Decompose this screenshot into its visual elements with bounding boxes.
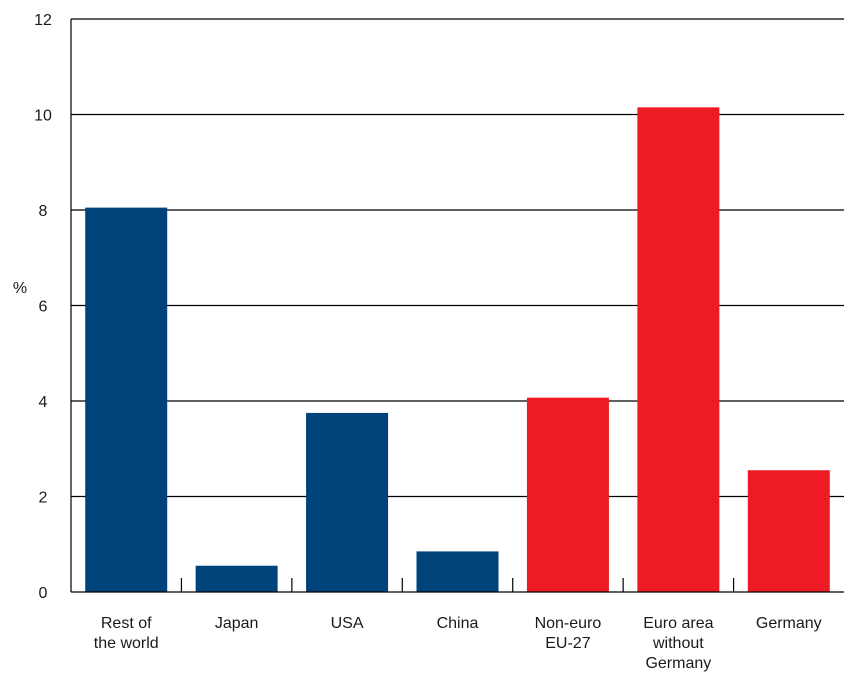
- x-tick-label: Japan: [215, 615, 259, 632]
- y-tick-label: 4: [39, 394, 48, 411]
- bars: [85, 107, 830, 593]
- bar: [416, 551, 499, 592]
- bar: [526, 397, 609, 592]
- x-tick-labels: Rest of the world Japan USA China Non-euro EU-…: [94, 615, 822, 672]
- bar: [195, 565, 278, 592]
- y-tick-label: 0: [39, 585, 48, 602]
- y-axis-label: %: [13, 280, 27, 297]
- y-tick-label: 12: [34, 12, 52, 29]
- x-tick-label: Rest of the world: [94, 615, 159, 652]
- bar: [637, 107, 720, 593]
- bar: [85, 207, 168, 593]
- x-tick-label: USA: [331, 615, 364, 632]
- bar: [306, 412, 389, 592]
- gridlines: [71, 18, 844, 498]
- y-tick-label: 6: [39, 299, 48, 316]
- x-tick-label: Germany: [756, 615, 822, 632]
- y-tick-label: 10: [34, 108, 52, 125]
- x-tick-label: Euro area without Germany: [643, 615, 713, 672]
- x-tick-label: China: [437, 615, 479, 632]
- x-tick-label: Non-euro EU-27: [535, 615, 602, 652]
- y-tick-label: 8: [39, 203, 48, 220]
- y-tick-label: 2: [39, 490, 48, 507]
- y-tick-labels: 0 2 4 6 8 10 12: [34, 12, 52, 602]
- bar: [747, 470, 830, 592]
- axes: [70, 19, 844, 593]
